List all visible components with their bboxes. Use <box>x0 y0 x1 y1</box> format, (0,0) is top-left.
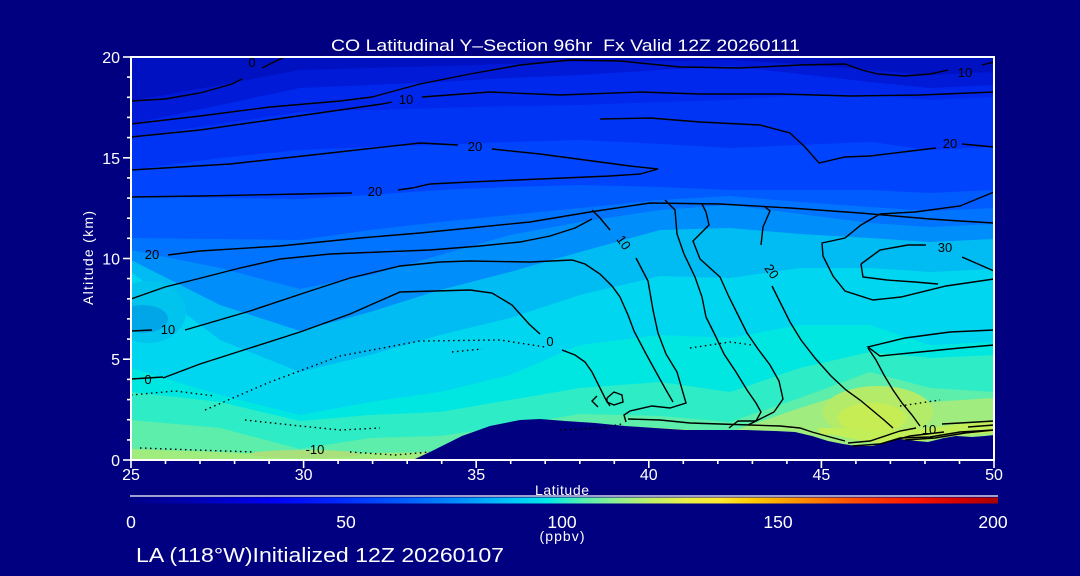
svg-text:0: 0 <box>546 334 553 349</box>
svg-text:-10: -10 <box>306 442 325 457</box>
svg-text:(ppbv): (ppbv) <box>540 528 585 544</box>
svg-text:0: 0 <box>144 372 151 387</box>
svg-text:20: 20 <box>943 136 957 151</box>
svg-text:30: 30 <box>938 240 952 255</box>
svg-text:15: 15 <box>102 151 120 168</box>
svg-text:20: 20 <box>102 50 120 67</box>
svg-text:20: 20 <box>368 184 382 199</box>
svg-text:5: 5 <box>111 352 120 369</box>
svg-text:10: 10 <box>102 252 120 269</box>
svg-text:50: 50 <box>336 512 356 532</box>
svg-text:0: 0 <box>126 512 136 532</box>
svg-text:10: 10 <box>399 92 413 107</box>
svg-text:LA (118°W)Initialized 12Z 2026: LA (118°W)Initialized 12Z 20260107 <box>136 545 504 567</box>
svg-text:20: 20 <box>468 139 482 154</box>
svg-text:Altitude (km): Altitude (km) <box>80 211 96 305</box>
svg-text:35: 35 <box>467 467 485 484</box>
svg-text:20: 20 <box>761 261 782 281</box>
svg-text:150: 150 <box>763 512 792 532</box>
svg-text:10: 10 <box>161 322 175 337</box>
svg-text:25: 25 <box>122 467 140 484</box>
svg-text:100: 100 <box>547 512 576 532</box>
svg-text:20: 20 <box>145 247 159 262</box>
svg-text:40: 40 <box>640 467 658 484</box>
svg-text:0: 0 <box>248 55 255 70</box>
svg-text:CO Latitudinal Y–Section 96hr: CO Latitudinal Y–Section 96hr Fx Valid 1… <box>331 36 800 55</box>
svg-text:200: 200 <box>978 512 1007 532</box>
svg-text:30: 30 <box>295 467 313 484</box>
svg-text:10: 10 <box>958 65 972 80</box>
svg-text:45: 45 <box>813 467 831 484</box>
svg-text:10: 10 <box>613 232 634 252</box>
svg-text:10: 10 <box>922 422 936 437</box>
svg-text:0: 0 <box>111 453 120 470</box>
svg-text:Latitude: Latitude <box>535 482 589 498</box>
svg-text:50: 50 <box>985 467 1003 484</box>
